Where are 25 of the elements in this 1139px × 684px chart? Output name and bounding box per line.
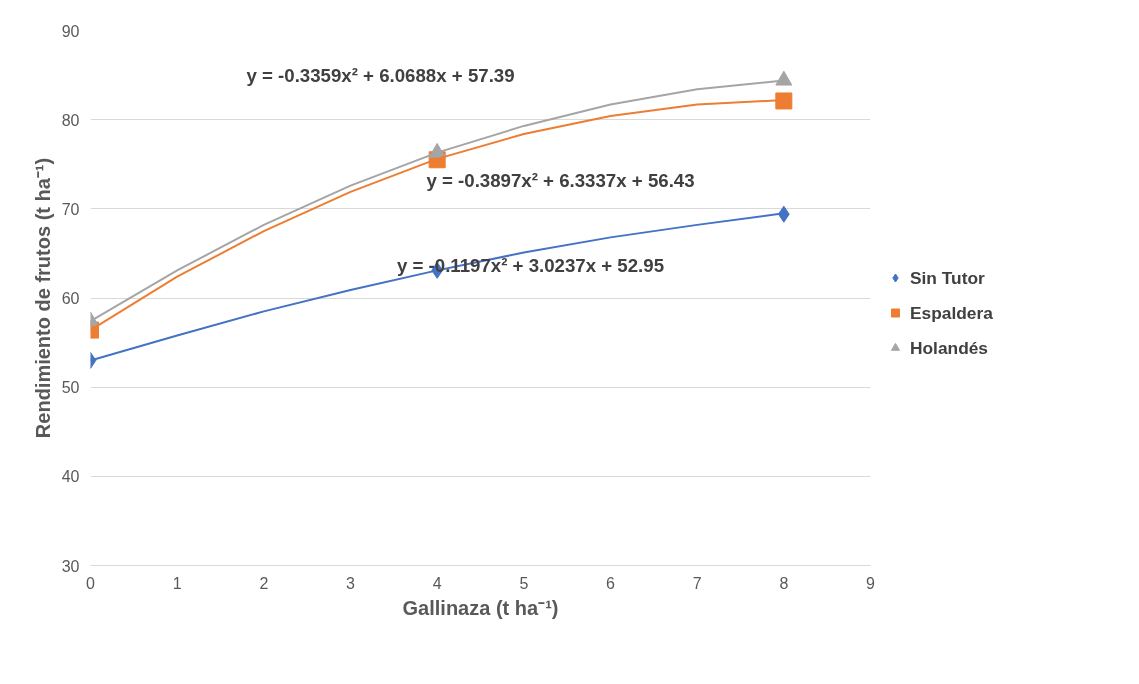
y-tick-label: 50 xyxy=(61,379,80,397)
x-tick-label: 5 xyxy=(519,574,529,592)
y-tick-label: 30 xyxy=(61,557,80,575)
x-tick-label: 8 xyxy=(779,574,789,592)
y-tick-label: 60 xyxy=(61,290,80,307)
point xyxy=(775,92,793,110)
x-tick-label: 0 xyxy=(86,574,96,592)
annotation: y = -0.3359x² + 6.0688x + 57.39 xyxy=(246,65,515,86)
x-tick-label: 4 xyxy=(432,574,442,592)
x-axis-title: Gallinaza (t ha⁻¹) xyxy=(402,596,559,619)
y-tick-label: 80 xyxy=(61,111,80,129)
x-tick-label: 1 xyxy=(172,574,182,592)
x-tick-label: 3 xyxy=(346,574,356,592)
legend-label: Holandés xyxy=(910,337,988,358)
y-axis-title: Rendimiento de frutos (t ha⁻¹) xyxy=(31,157,54,439)
y-tick-label: 40 xyxy=(61,468,80,486)
y-tick-label: 70 xyxy=(61,200,80,218)
x-tick-label: 9 xyxy=(866,574,876,592)
annotation: y = -0.3897x² + 6.3337x + 56.43 xyxy=(426,170,695,191)
legend-label: Sin Tutor xyxy=(910,267,985,288)
x-tick-label: 2 xyxy=(259,574,269,592)
legend-label: Espaldera xyxy=(910,302,993,323)
x-tick-label: 7 xyxy=(692,574,702,592)
x-tick-label: 6 xyxy=(606,574,616,592)
y-tick-label: 90 xyxy=(61,22,80,40)
